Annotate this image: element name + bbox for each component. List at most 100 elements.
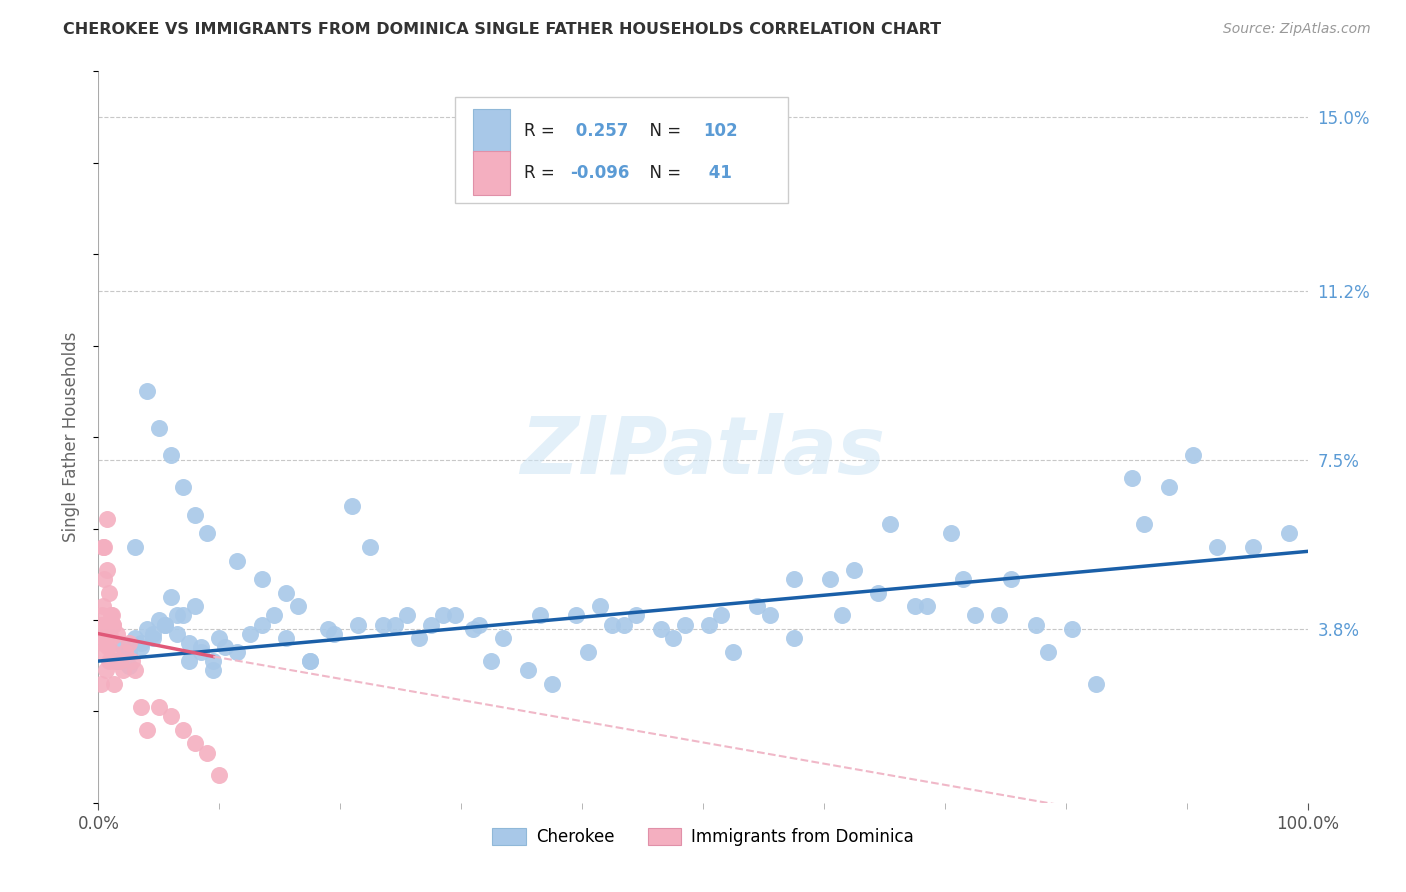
Point: [91, 608, 114, 623]
Point: [371, 617, 394, 632]
Point: [93, 572, 115, 586]
Point: [103, 654, 125, 668]
Point: [710, 608, 733, 623]
Point: [226, 645, 249, 659]
Point: [195, 526, 218, 541]
Point: [160, 709, 183, 723]
Point: [723, 645, 745, 659]
Point: [166, 626, 188, 640]
Text: R =: R =: [524, 122, 560, 140]
Text: N =: N =: [638, 122, 686, 140]
Point: [250, 617, 273, 632]
Point: [160, 590, 183, 604]
Point: [323, 626, 346, 640]
Point: [747, 599, 769, 614]
Point: [782, 572, 804, 586]
Point: [540, 677, 562, 691]
Point: [93, 632, 115, 646]
Point: [166, 608, 188, 623]
Point: [179, 654, 201, 668]
Point: [432, 608, 454, 623]
Point: [904, 599, 927, 614]
Point: [135, 723, 157, 737]
Text: N =: N =: [638, 164, 686, 182]
Text: R =: R =: [524, 164, 560, 182]
Point: [697, 617, 720, 632]
Point: [952, 572, 974, 586]
Point: [94, 663, 117, 677]
Text: CHEROKEE VS IMMIGRANTS FROM DOMINICA SINGLE FATHER HOUSEHOLDS CORRELATION CHART: CHEROKEE VS IMMIGRANTS FROM DOMINICA SIN…: [63, 22, 942, 37]
Point: [1085, 677, 1108, 691]
Point: [111, 663, 134, 677]
Point: [1060, 622, 1083, 636]
Point: [844, 563, 866, 577]
Point: [481, 654, 503, 668]
Bar: [474, 152, 509, 195]
Point: [160, 449, 183, 463]
Point: [118, 658, 141, 673]
Point: [965, 608, 987, 623]
Point: [195, 746, 218, 760]
Point: [274, 632, 297, 646]
Point: [939, 526, 962, 541]
Point: [408, 632, 430, 646]
Point: [1181, 449, 1204, 463]
Point: [342, 499, 364, 513]
Point: [90, 617, 112, 632]
Point: [91, 636, 114, 650]
Point: [100, 608, 122, 623]
Point: [250, 572, 273, 586]
Point: [444, 608, 467, 623]
Point: [100, 645, 122, 659]
Point: [98, 654, 121, 668]
Point: [129, 640, 152, 655]
Point: [142, 626, 165, 640]
Point: [1024, 617, 1046, 632]
Point: [650, 622, 672, 636]
Y-axis label: Single Father Households: Single Father Households: [62, 332, 80, 542]
Point: [516, 663, 538, 677]
Point: [239, 626, 262, 640]
Point: [124, 632, 146, 646]
Point: [111, 640, 134, 655]
Point: [184, 599, 207, 614]
Bar: [474, 109, 509, 153]
Point: [661, 632, 683, 646]
Point: [988, 608, 1011, 623]
Point: [91, 540, 114, 554]
Point: [1206, 540, 1229, 554]
Point: [148, 699, 170, 714]
Point: [94, 617, 117, 632]
Point: [1133, 516, 1156, 531]
Point: [1000, 572, 1022, 586]
Point: [565, 608, 588, 623]
Point: [384, 617, 406, 632]
Point: [1036, 645, 1059, 659]
Point: [613, 617, 636, 632]
Point: [463, 622, 485, 636]
Point: [124, 663, 146, 677]
Point: [172, 723, 194, 737]
Text: 0.257: 0.257: [569, 122, 628, 140]
Point: [98, 585, 121, 599]
Point: [90, 677, 112, 691]
Point: [172, 480, 194, 494]
Point: [105, 654, 128, 668]
Point: [274, 585, 297, 599]
Point: [576, 645, 599, 659]
Point: [360, 540, 382, 554]
Point: [184, 736, 207, 750]
Point: [153, 617, 176, 632]
Point: [208, 632, 231, 646]
Point: [101, 617, 124, 632]
Point: [673, 617, 696, 632]
Point: [263, 608, 285, 623]
Point: [97, 640, 120, 655]
Point: [172, 608, 194, 623]
Point: [135, 384, 157, 399]
Point: [758, 608, 780, 623]
Point: [299, 654, 322, 668]
Point: [105, 626, 128, 640]
Point: [121, 654, 143, 668]
Point: [468, 617, 491, 632]
